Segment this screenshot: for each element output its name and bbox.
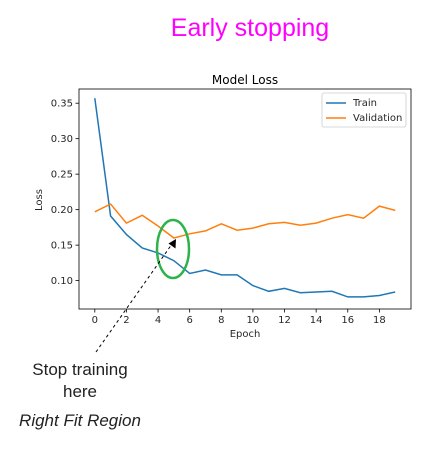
y-tick-label: 0.15	[51, 241, 73, 252]
x-tick-label: 2	[123, 315, 129, 326]
series-line-validation	[94, 203, 396, 239]
legend-label-train: Train	[352, 98, 377, 109]
stop-arrow	[95, 239, 176, 353]
x-tick-label: 16	[341, 315, 354, 326]
right-fit-region-label: Right Fit Region	[19, 411, 141, 430]
x-tick-label: 18	[373, 315, 386, 326]
plot-area	[78, 88, 412, 310]
plot-frame	[78, 88, 412, 310]
y-axis-label: Loss	[34, 189, 45, 211]
x-tick-label: 0	[92, 315, 98, 326]
y-tick-label: 0.25	[51, 170, 73, 181]
axis-ticks: 0 2 4 6 8 10 12 14 16 18 0.10 0.15 0.20 0.25 0.30 0.35	[51, 99, 386, 326]
x-tick-label: 6	[186, 315, 192, 326]
series-line-train	[94, 98, 396, 298]
legend: Train Validation	[321, 92, 407, 128]
y-tick-label: 0.20	[51, 205, 73, 216]
stop-point-ellipse	[155, 218, 191, 280]
x-tick-label: 8	[218, 315, 224, 326]
y-tick-label: 0.30	[51, 134, 73, 145]
series-lines	[94, 98, 396, 298]
x-tick-label: 4	[155, 315, 161, 326]
x-tick-label: 12	[278, 315, 291, 326]
chart-title: Model Loss	[212, 73, 278, 87]
slide-title: Early stopping	[170, 14, 330, 42]
x-tick-label: 10	[247, 315, 260, 326]
stop-training-label-line2: here	[63, 382, 97, 401]
y-tick-label: 0.35	[51, 99, 73, 110]
legend-label-validation: Validation	[353, 113, 402, 124]
stop-training-label-line1: Stop training	[32, 360, 127, 379]
x-axis-label: Epoch	[230, 329, 261, 340]
x-tick-label: 14	[310, 315, 323, 326]
y-tick-label: 0.10	[51, 276, 73, 287]
